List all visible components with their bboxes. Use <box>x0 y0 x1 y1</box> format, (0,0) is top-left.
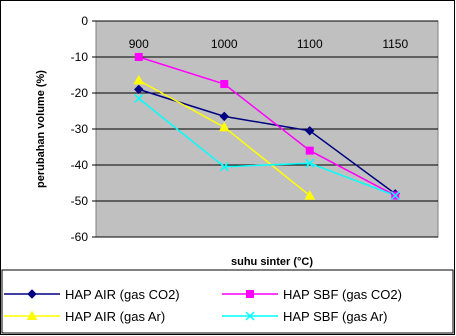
data-point-series-3 <box>218 121 230 132</box>
data-point-series-1 <box>219 111 229 122</box>
series-line-1 <box>138 88 396 195</box>
data-point-series-1 <box>305 126 315 136</box>
series-markers <box>133 53 400 201</box>
legend-swatch-marker <box>26 310 38 320</box>
y-tick-label: -60 <box>71 230 89 244</box>
legend-swatch-marker <box>245 311 255 321</box>
y-tick-label: -30 <box>71 122 89 136</box>
series-lines <box>138 56 396 197</box>
x-tick-label: 1100 <box>297 37 323 51</box>
data-point-series-2 <box>220 80 229 88</box>
data-point-series-4 <box>219 162 229 172</box>
x-axis-ticks: 900 1000 1100 1150 <box>129 37 409 51</box>
data-point-series-4 <box>134 93 144 103</box>
data-point-series-3 <box>304 190 316 200</box>
legend <box>1 269 454 334</box>
y-tick-label: -20 <box>71 86 89 100</box>
y-tick-label: -40 <box>71 158 89 172</box>
x-tick-label: 1000 <box>211 37 238 51</box>
data-point-series-2 <box>305 146 314 155</box>
legend-swatch-marker <box>246 290 254 298</box>
y-tick-label: -10 <box>71 50 89 64</box>
y-axis-ticks: 0 -10 -20 -30 -40 -50 -60 <box>71 14 96 244</box>
x-tick-label: 1150 <box>382 37 408 51</box>
data-point-series-4 <box>390 191 400 201</box>
data-point-series-4 <box>305 158 315 168</box>
legend-label: HAP AIR (gas Ar) <box>65 309 165 324</box>
data-point-series-3 <box>133 74 145 85</box>
data-point-series-1 <box>134 84 144 95</box>
legend-items: HAP AIR (gas CO2) HAP SBF (gas CO2) HAP AI… <box>4 287 402 324</box>
y-tick-label: 0 <box>81 14 88 28</box>
legend-swatch-marker <box>27 289 37 299</box>
series-line-4 <box>138 97 396 197</box>
y-axis-title: perubahan volume (%) <box>35 70 47 188</box>
legend-label: HAP SBF (gas Ar) <box>283 309 388 324</box>
data-point-series-2 <box>134 53 143 61</box>
x-tick-label: 900 <box>129 37 149 51</box>
y-tick-label: -50 <box>71 194 89 208</box>
series-line-2 <box>138 56 396 197</box>
legend-label: HAP AIR (gas CO2) <box>65 287 180 302</box>
legend-label: HAP SBF (gas CO2) <box>283 287 402 302</box>
x-axis-title: suhu sinter (°C) <box>231 256 313 268</box>
